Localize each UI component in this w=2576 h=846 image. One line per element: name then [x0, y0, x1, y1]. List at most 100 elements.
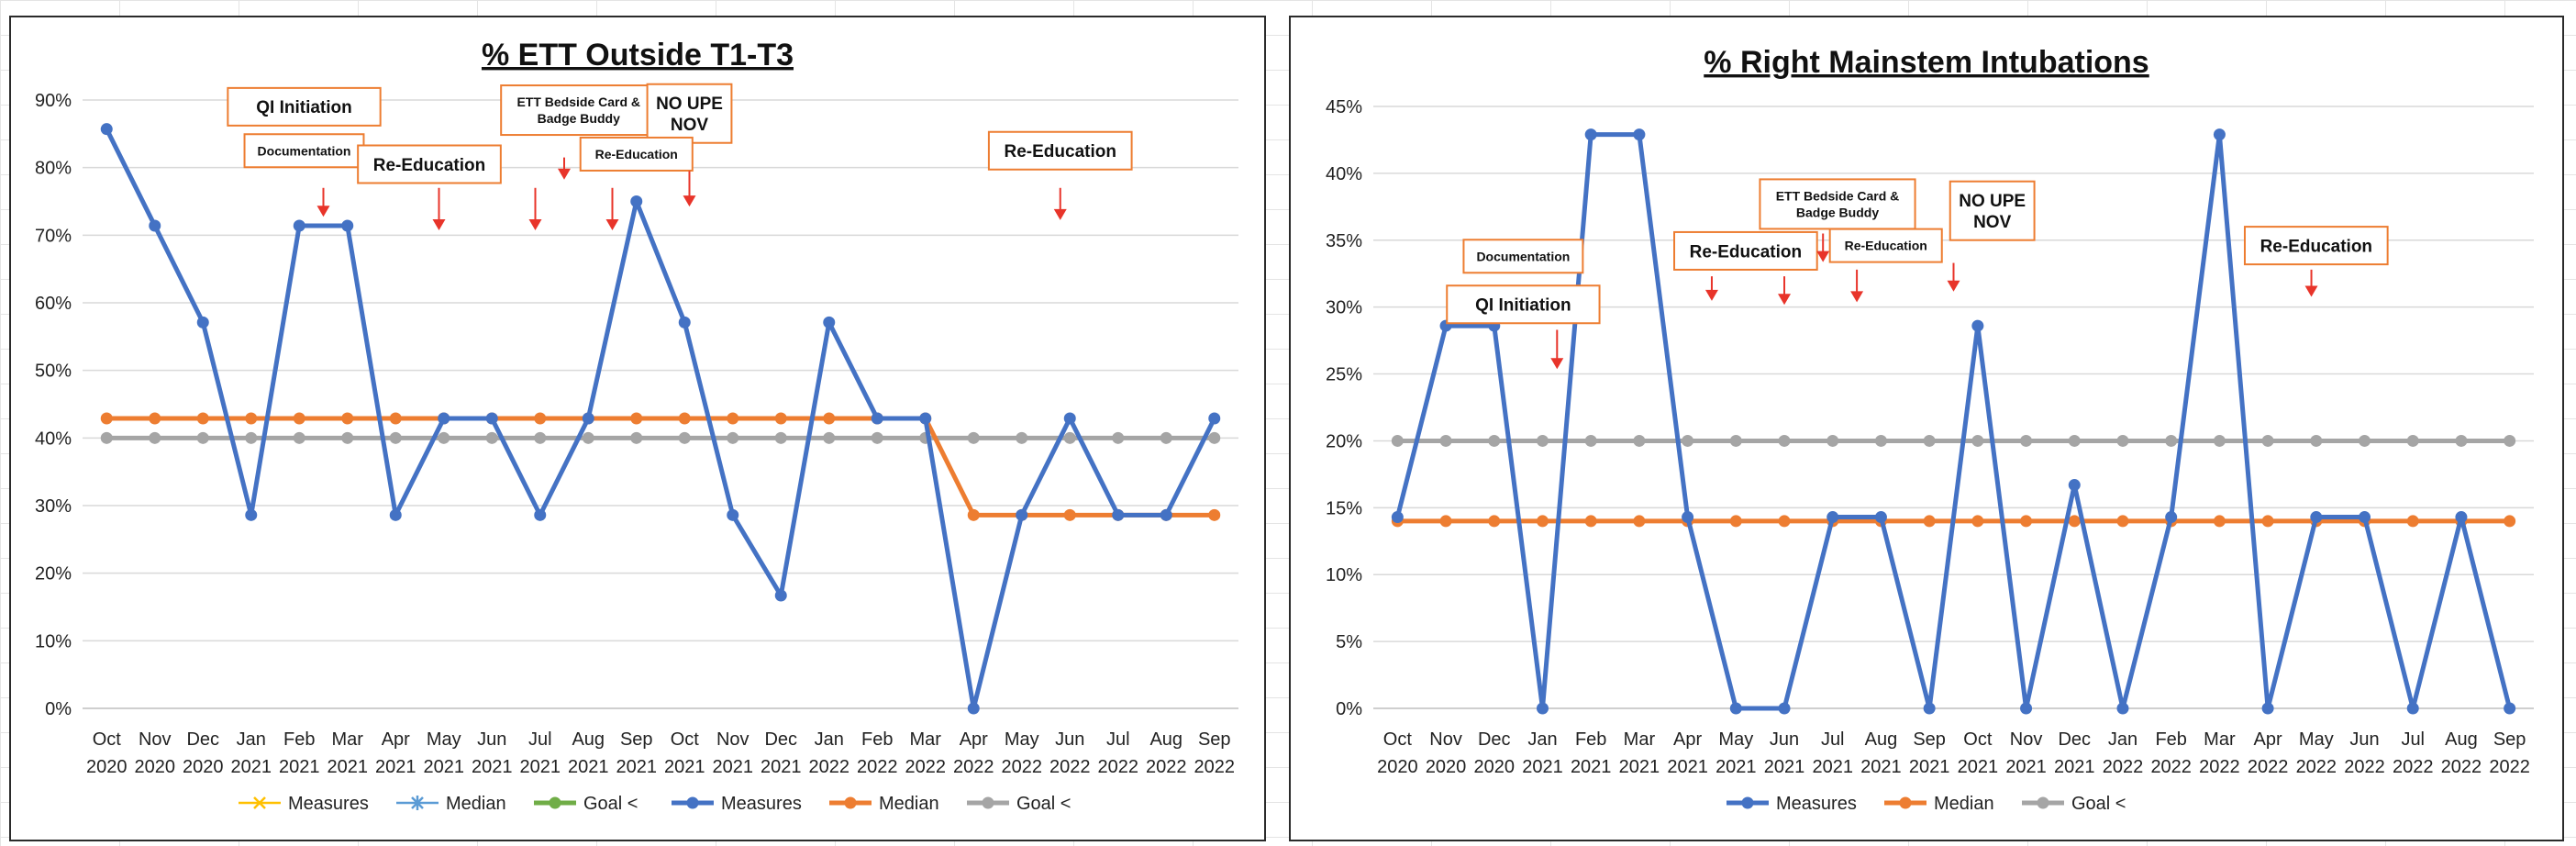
annotation-text: NO UPE — [656, 95, 723, 114]
annotation-border — [243, 133, 365, 169]
x-tick-year: 2021 — [1619, 757, 1660, 777]
x-tick-month: Nov — [2010, 729, 2043, 750]
x-tick-month: Jan — [2108, 729, 2137, 750]
legend-item: Median — [829, 794, 939, 814]
x-tick-year: 2021 — [279, 757, 320, 777]
legend-label: Median — [879, 794, 939, 814]
data-point — [2261, 434, 2274, 447]
legend-label: Goal < — [583, 794, 638, 814]
legend-marker — [1741, 796, 1754, 809]
data-point — [630, 195, 643, 207]
data-point — [823, 431, 836, 444]
data-point — [2406, 515, 2419, 528]
x-tick-month: Jun — [1055, 729, 1084, 750]
data-point — [293, 412, 305, 425]
data-point — [245, 508, 258, 521]
data-point — [2359, 434, 2371, 447]
x-tick-year: 2020 — [183, 757, 224, 777]
data-point — [582, 412, 594, 425]
data-point — [2068, 434, 2081, 447]
series-line-measures — [1394, 132, 2513, 711]
annotation-border — [1446, 284, 1601, 325]
data-point — [1584, 434, 1597, 447]
data-point — [196, 412, 209, 425]
data-point — [1923, 702, 1936, 715]
data-point — [2310, 511, 2323, 524]
x-tick-year: 2021 — [2005, 757, 2047, 777]
chart-panel-mainstem: % Right Mainstem Intubations 0% 5% 10% 15% 20… — [1289, 16, 2564, 841]
annotation-border — [1828, 228, 1943, 263]
data-point — [2504, 515, 2516, 528]
y-tick-label: 45% — [1326, 97, 1362, 117]
annotation-text: NOV — [1973, 213, 2012, 232]
x-tick-month: Feb — [1575, 729, 1606, 750]
annotation-text: Documentation — [258, 143, 351, 158]
annotation-arrow — [1778, 276, 1792, 306]
data-point — [2504, 702, 2516, 715]
arrow-head — [1053, 208, 1067, 220]
legend-label: Measures — [721, 794, 802, 814]
series-line-median — [106, 416, 1215, 518]
x-tick-month: Dec — [186, 729, 219, 750]
x-tick-year: 2021 — [231, 757, 272, 777]
x-tick-year: 2022 — [2296, 757, 2337, 777]
series-line-measures — [105, 128, 1216, 711]
data-point — [1971, 319, 1984, 332]
x-tick-year: 2021 — [1812, 757, 1853, 777]
arrow-head — [1816, 250, 1830, 262]
x-tick-year: 2020 — [135, 757, 176, 777]
x-tick-month: Dec — [2058, 729, 2091, 750]
data-point — [871, 431, 883, 444]
x-tick-month: Mar — [910, 729, 942, 750]
annotation-arrow — [605, 187, 619, 230]
x-tick-year: 2021 — [424, 757, 465, 777]
arrow-head — [1704, 289, 1718, 301]
arrow-head — [316, 206, 330, 217]
data-point — [389, 412, 402, 425]
arrow-head — [558, 168, 571, 180]
x-tick-month: Mar — [1624, 729, 1656, 750]
legend-marker — [411, 796, 424, 810]
legend-marker — [1899, 796, 1912, 809]
data-point — [1874, 434, 1887, 447]
legend-item: Goal < — [534, 794, 638, 814]
x-tick-year: 2021 — [2054, 757, 2095, 777]
data-point — [1063, 431, 1076, 444]
annotation-text: Re-Education — [2260, 237, 2372, 256]
data-point — [774, 589, 787, 602]
data-point — [1633, 434, 1646, 447]
annotation-arrow — [1550, 329, 1564, 370]
data-point — [1729, 434, 1742, 447]
data-point — [582, 431, 594, 444]
x-tick-year: 2022 — [953, 757, 994, 777]
annotation-box: NO UPE NOV — [646, 83, 733, 144]
data-point — [1208, 508, 1221, 521]
data-point — [1391, 434, 1404, 447]
annotation-border — [357, 144, 502, 184]
data-point — [1016, 508, 1028, 521]
chart-title: % Right Mainstem Intubations — [1704, 45, 2149, 80]
legend-marker — [2037, 796, 2049, 809]
annotation-arrow — [683, 171, 696, 207]
data-point — [1584, 128, 1597, 141]
legend-item: Measures — [672, 794, 802, 814]
x-tick-year: 2021 — [472, 757, 513, 777]
annotation-border — [1462, 239, 1584, 274]
data-point — [149, 219, 161, 232]
annotation-arrow — [1816, 233, 1830, 262]
annotation-arrow — [1850, 269, 1864, 303]
legend-item: Goal < — [967, 794, 1071, 814]
data-point — [2068, 515, 2081, 528]
x-tick-year: 2021 — [1571, 757, 1612, 777]
annotation-text: ETT Bedside Card & — [516, 95, 640, 109]
data-point — [1208, 431, 1221, 444]
legend-label: Median — [1934, 794, 1994, 814]
legend-label: Measures — [288, 794, 369, 814]
data-point — [2116, 434, 2129, 447]
x-tick-month: Jul — [2401, 729, 2425, 750]
annotation-border — [1949, 180, 2036, 241]
mainstem-chart-svg: % Right Mainstem Intubations 0% 5% 10% 15% 20… — [1326, 45, 2534, 814]
x-tick-year: 2021 — [664, 757, 705, 777]
data-point — [1439, 515, 1452, 528]
data-point — [1536, 515, 1549, 528]
